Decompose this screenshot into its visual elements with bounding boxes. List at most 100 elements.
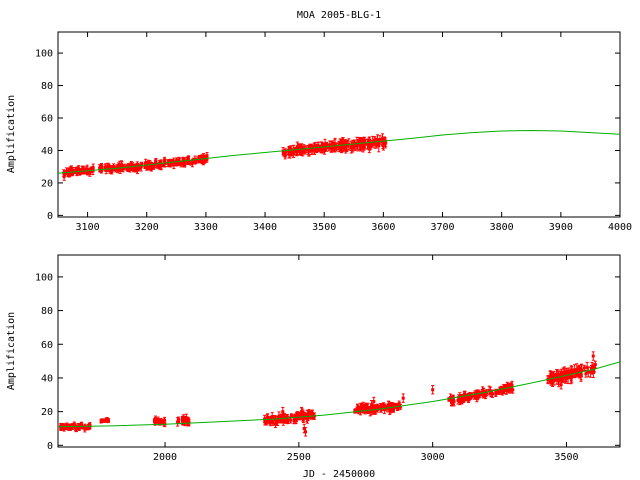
bottom-data-point xyxy=(382,407,386,411)
top-data-point xyxy=(68,168,72,172)
bottom-data-point xyxy=(387,403,391,407)
bottom-data-point xyxy=(509,384,513,388)
top-data-point xyxy=(72,169,76,173)
bottom-data-point xyxy=(369,406,373,410)
top-y-tick-label: 80 xyxy=(41,81,53,92)
bottom-data-point xyxy=(105,417,109,421)
bottom-data-point xyxy=(565,372,569,376)
bottom-data-point xyxy=(383,405,387,409)
bottom-data-point xyxy=(155,419,159,423)
top-x-tick-label: 3600 xyxy=(371,222,395,233)
bottom-data-point xyxy=(586,370,590,374)
bottom-data-point xyxy=(398,405,402,409)
top-plot-frame xyxy=(57,31,621,218)
top-model-curve xyxy=(58,129,620,174)
bottom-data-point xyxy=(304,430,308,434)
bottom-data-point xyxy=(271,419,275,423)
top-x-tick-label: 3900 xyxy=(549,222,573,233)
bottom-data-point xyxy=(475,394,479,398)
top-y-tick-label: 20 xyxy=(41,178,53,189)
bottom-data-point xyxy=(366,405,370,409)
bottom-data-point xyxy=(162,421,166,425)
bottom-data-point xyxy=(152,419,156,423)
bottom-model-curve xyxy=(58,361,620,428)
top-y-tick-label: 100 xyxy=(35,49,53,60)
top-data-point xyxy=(145,165,149,169)
bottom-data-point xyxy=(363,406,367,410)
bottom-data-point xyxy=(592,366,596,370)
bottom-data-point xyxy=(355,406,359,410)
bottom-data-point xyxy=(578,366,582,370)
bottom-data-point xyxy=(187,420,191,424)
bottom-data-layer xyxy=(58,351,620,437)
chart-title: MOA 2005-BLG-1 xyxy=(297,10,381,21)
bottom-data-point xyxy=(385,407,389,411)
bottom-data-point xyxy=(458,399,462,403)
bottom-data-point xyxy=(478,392,482,396)
bottom-data-point xyxy=(302,426,306,430)
bottom-data-point xyxy=(573,369,577,373)
top-data-point xyxy=(325,144,329,148)
bottom-data-point xyxy=(79,423,83,427)
top-x-tick-label: 3400 xyxy=(253,222,277,233)
bottom-data-point xyxy=(99,419,103,423)
bottom-data-point xyxy=(593,363,597,367)
bottom-data-point xyxy=(465,396,469,400)
top-data-point xyxy=(156,164,160,168)
bottom-data-point xyxy=(153,422,157,426)
bottom-data-point xyxy=(287,418,291,422)
top-data-point xyxy=(146,162,150,166)
top-data-point xyxy=(362,144,366,148)
bottom-data-point xyxy=(447,397,451,401)
bottom-data-point xyxy=(72,422,76,426)
bottom-data-point xyxy=(555,374,559,378)
bottom-data-point xyxy=(377,406,381,410)
bottom-data-point xyxy=(549,375,553,379)
bottom-data-point xyxy=(502,387,506,391)
top-data-point xyxy=(163,159,167,163)
top-data-point xyxy=(368,141,372,145)
top-x-tick-label: 3200 xyxy=(135,222,159,233)
bottom-data-point xyxy=(466,396,470,400)
bottom-data-point xyxy=(563,376,567,380)
bottom-data-point xyxy=(559,383,563,387)
bottom-y-axis-label: Amplification xyxy=(6,312,17,390)
bottom-data-point xyxy=(177,418,181,422)
bottom-data-point xyxy=(388,404,392,408)
top-data-point xyxy=(299,148,303,152)
top-data-point xyxy=(281,152,285,156)
top-data-point xyxy=(129,163,133,167)
top-data-point xyxy=(65,169,69,173)
bottom-data-point xyxy=(270,415,274,419)
top-data-point xyxy=(311,148,315,152)
top-data-point xyxy=(162,163,166,167)
bottom-data-point xyxy=(83,427,87,431)
bottom-data-point xyxy=(74,427,78,431)
top-y-tick-label: 0 xyxy=(47,211,53,222)
top-data-point xyxy=(151,163,155,167)
bottom-y-tick-label: 100 xyxy=(35,272,53,283)
top-data-point xyxy=(384,141,388,145)
top-data-point xyxy=(356,143,360,147)
top-x-tick-label: 3300 xyxy=(194,222,218,233)
top-data-point xyxy=(98,166,102,170)
bottom-data-point xyxy=(450,397,454,401)
bottom-data-point xyxy=(462,395,466,399)
bottom-data-point xyxy=(569,371,573,375)
top-x-tick-label: 3800 xyxy=(490,222,514,233)
bottom-panel: Amplification JD - 2450000 0 20 40 60 80 100 2… xyxy=(6,254,621,480)
bottom-data-point xyxy=(555,378,559,382)
top-data-point xyxy=(370,141,374,145)
top-data-point xyxy=(343,144,347,148)
top-data-point xyxy=(175,159,179,163)
bottom-data-point xyxy=(561,375,565,379)
bottom-data-point xyxy=(401,396,405,400)
bottom-plot-frame xyxy=(57,254,621,448)
bottom-data-point xyxy=(266,415,270,419)
bottom-data-point xyxy=(158,420,162,424)
bottom-x-tick-label: 2500 xyxy=(287,452,311,463)
bottom-x-tick-label: 3000 xyxy=(421,452,445,463)
bottom-y-tick-label: 20 xyxy=(41,407,53,418)
top-x-tick-label: 3100 xyxy=(76,222,100,233)
top-data-point xyxy=(121,167,125,171)
